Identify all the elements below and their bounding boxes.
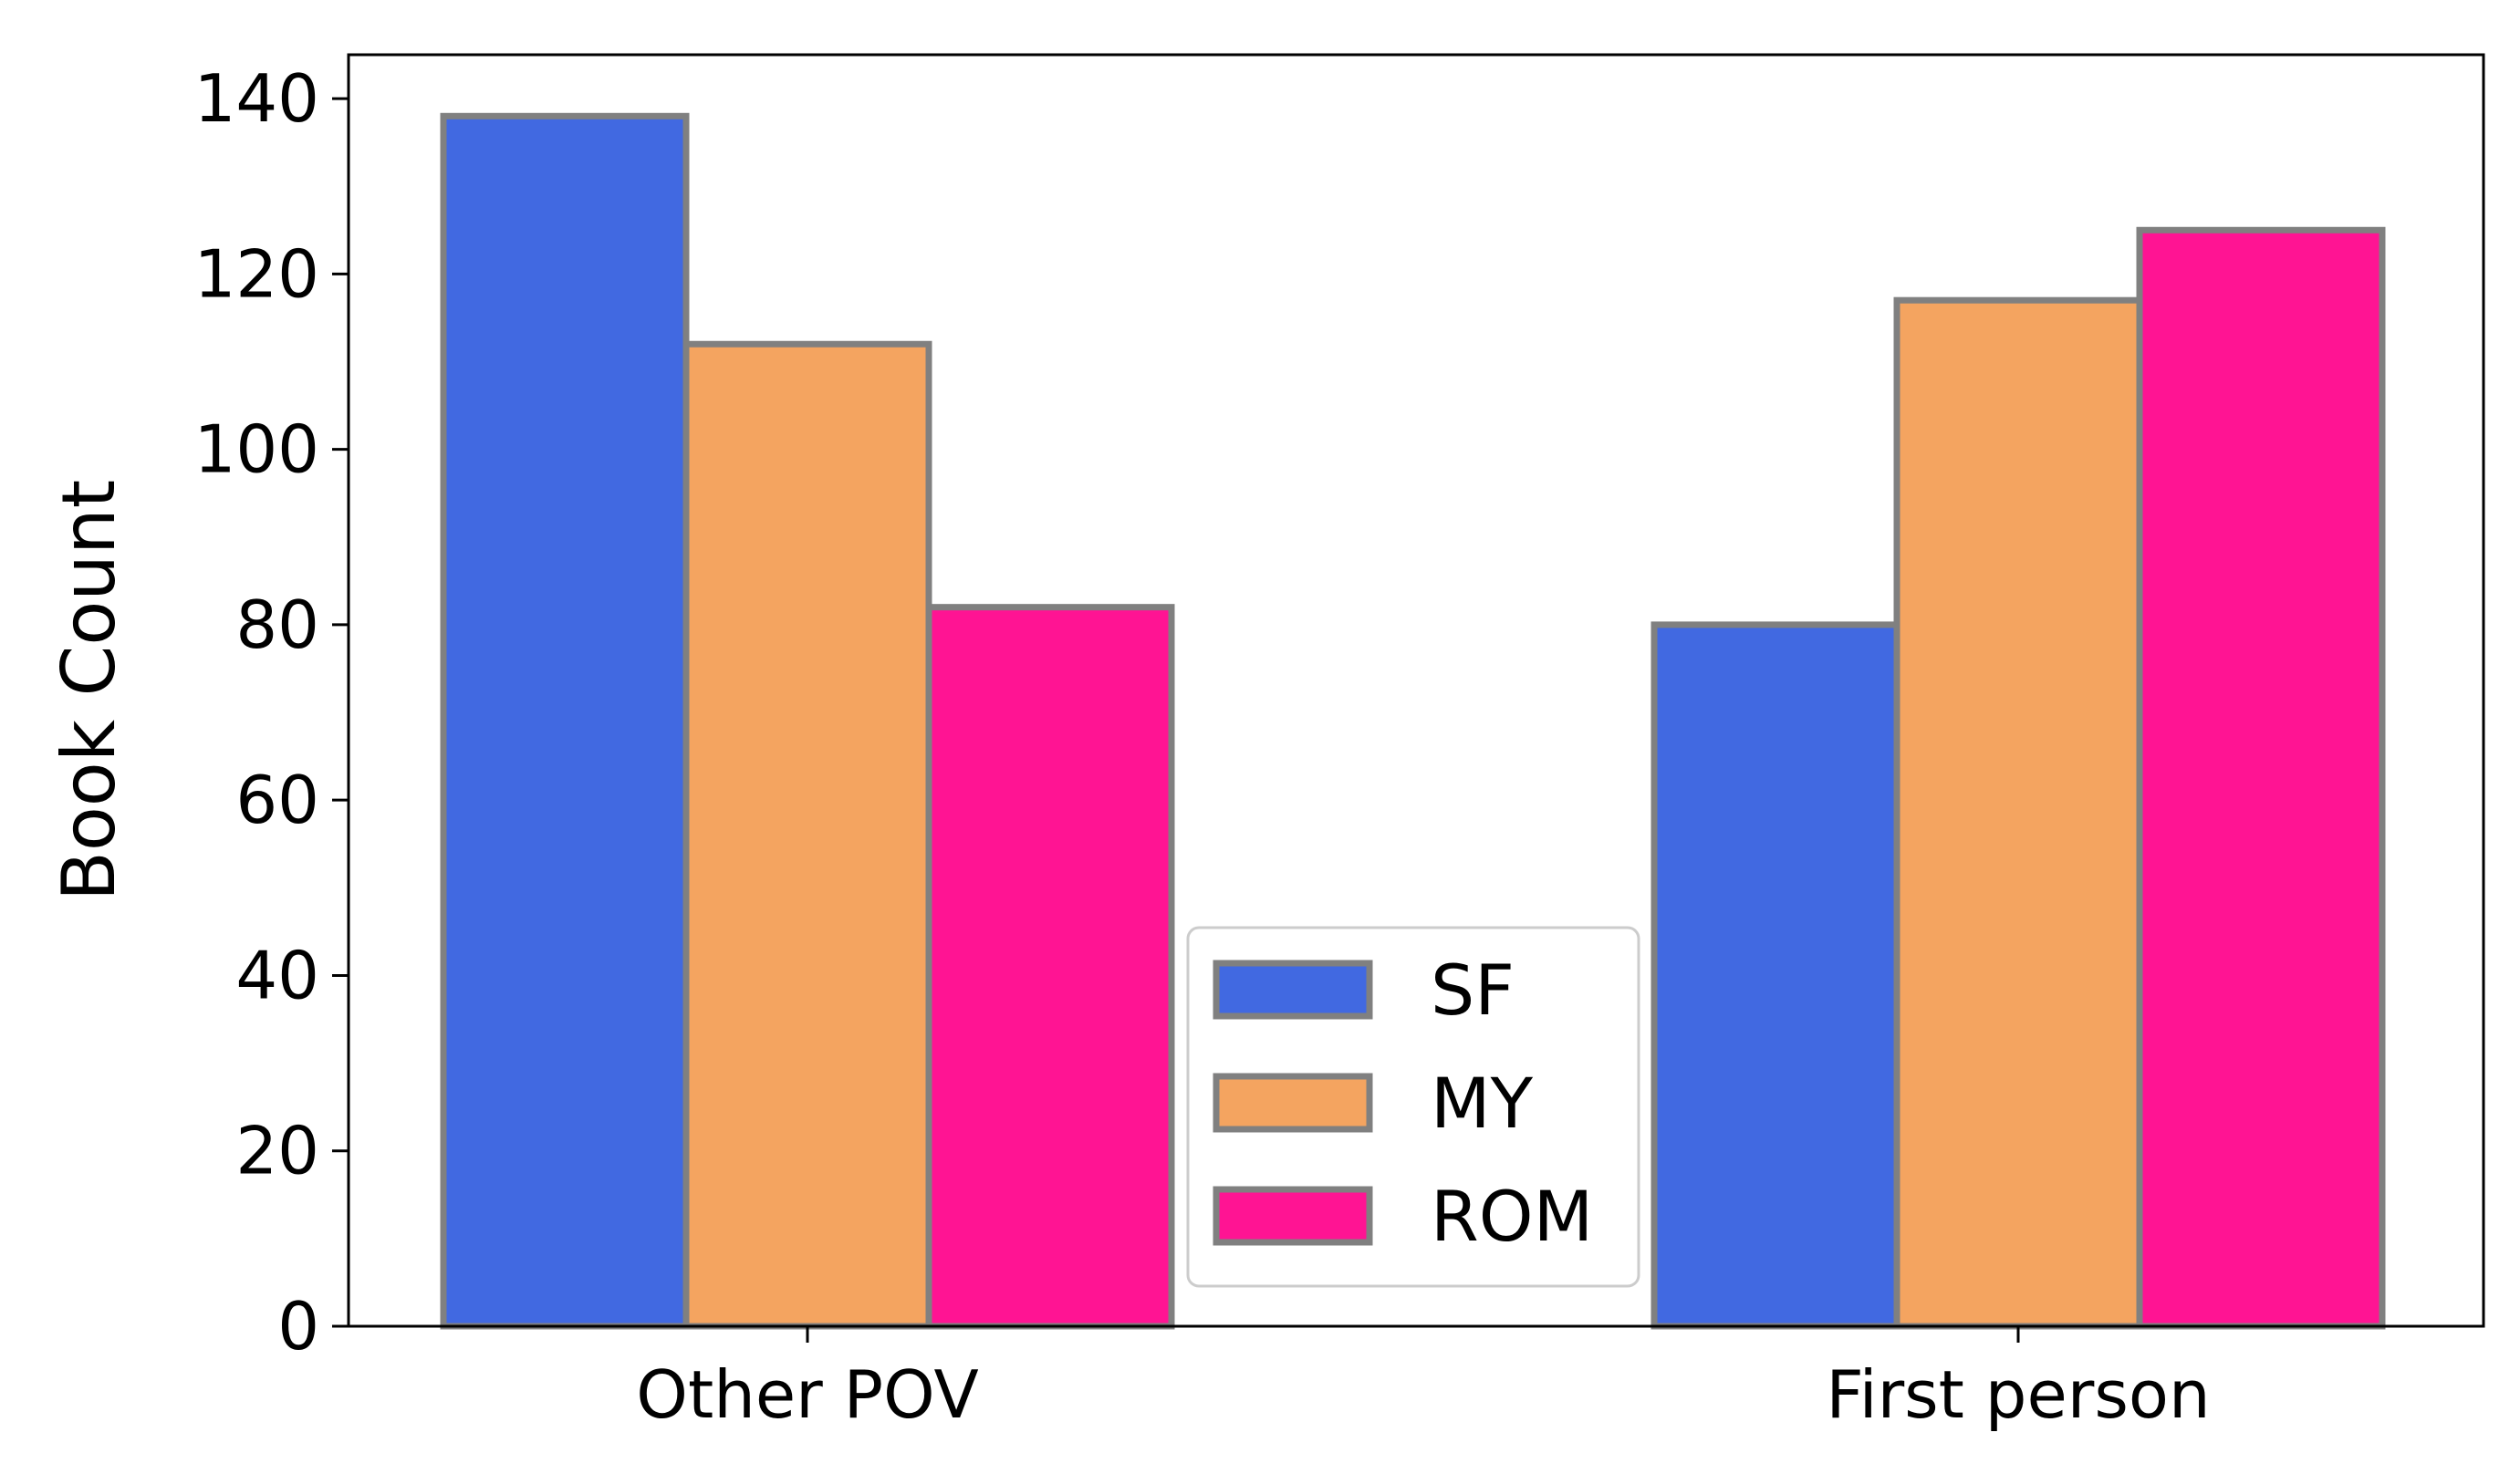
x-tick-label: First person [1826,1356,2210,1433]
plot-frame [347,53,2485,1328]
y-tick-label: 60 [235,762,319,838]
bar-sf-other-pov [440,112,690,1330]
legend-swatch-my [1213,1073,1373,1133]
y-tick-label: 120 [194,235,319,312]
y-tick-label: 140 [194,60,319,137]
bar-sf-first-person [1650,621,1900,1330]
y-tick-label: 100 [194,411,319,488]
bar-my-other-pov [682,340,932,1330]
legend: SF MY ROM [1186,926,1640,1288]
bar-rom-first-person [2136,226,2386,1330]
y-axis-title: Book Count [47,480,131,901]
y-tick-label: 20 [235,1113,319,1189]
y-tick-label: 40 [235,937,319,1013]
y-tick-label: 80 [235,586,319,663]
y-tick-label: 0 [277,1288,319,1365]
bar-rom-other-pov [925,604,1175,1330]
legend-swatch-sf [1213,960,1373,1020]
legend-label-rom: ROM [1431,1176,1593,1257]
bar-my-first-person [1893,296,2143,1330]
x-axis: Other POV First person [636,1326,2211,1433]
legend-swatch-rom [1213,1186,1373,1246]
legend-label-sf: SF [1431,950,1515,1031]
bars-layer [440,112,2386,1330]
x-tick-label: Other POV [636,1356,978,1433]
legend-label-my: MY [1431,1063,1534,1144]
y-axis: 0 20 40 60 80 100 120 140 [194,60,349,1365]
